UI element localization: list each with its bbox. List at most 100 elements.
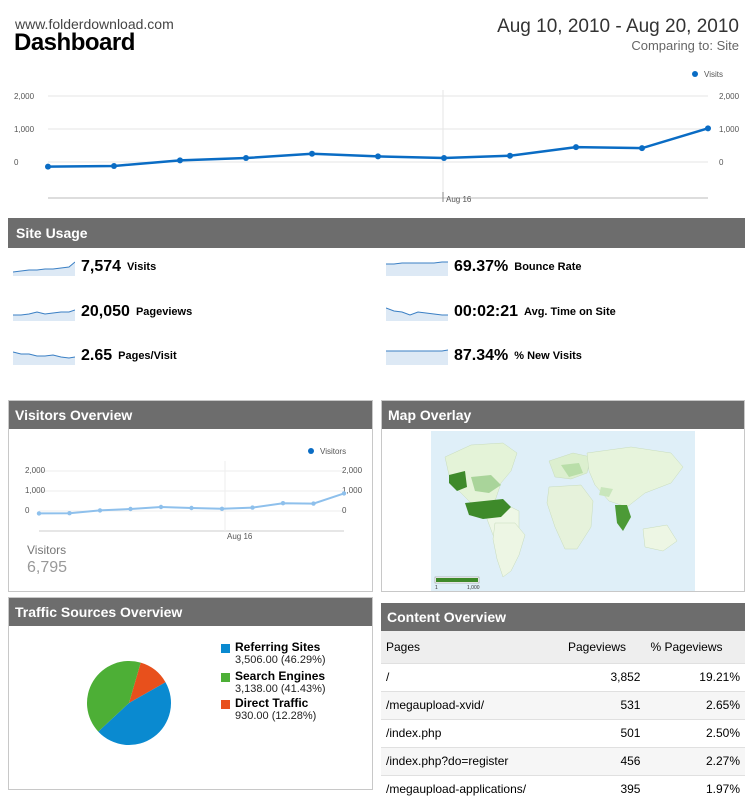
data-point[interactable] <box>311 501 316 506</box>
data-point[interactable] <box>309 150 315 157</box>
legend-referring-sites[interactable]: Referring Sites 3,506.00 (46.29%) <box>221 640 326 666</box>
metric-pages-visit[interactable]: 2.65 Pages/Visit <box>13 347 177 365</box>
legend-dot-icon <box>308 448 314 454</box>
metric-value: 2.65 <box>81 347 113 364</box>
middle-east-highlight <box>599 487 613 497</box>
data-point[interactable] <box>36 511 42 516</box>
y-tick-right-1000: 1,000 <box>719 125 740 134</box>
metric-label: Pageviews <box>135 306 193 318</box>
content-overview-title[interactable]: Content Overview <box>381 603 745 631</box>
table-row[interactable]: /megaupload-xvid/ 531 2.65% <box>381 690 745 719</box>
map-overlay-title[interactable]: Map Overlay <box>382 401 744 429</box>
data-point[interactable] <box>111 162 117 169</box>
data-point[interactable] <box>189 505 194 511</box>
visits-series[interactable] <box>45 125 711 170</box>
page-link[interactable]: /index.php?do=register <box>381 746 563 775</box>
sparkline-icon <box>386 261 448 276</box>
metric-visits[interactable]: 7,574 Visits <box>13 258 156 276</box>
metric-new-visits[interactable]: 87.34% % New Visits <box>386 347 582 365</box>
pie-slices[interactable] <box>87 661 171 745</box>
legend-name: Referring Sites <box>235 640 321 654</box>
visitors-total-label: Visitors <box>27 543 67 557</box>
world-map[interactable]: 1 1,000 <box>431 431 695 591</box>
y-tick-0: 0 <box>25 506 30 515</box>
pageviews-cell: 531 <box>563 690 646 719</box>
pie-slice[interactable] <box>98 682 171 745</box>
pct-cell: 2.50% <box>645 718 745 747</box>
metric-bounce-rate[interactable]: 69.37% Bounce Rate <box>386 258 582 276</box>
pageviews-cell: 3,852 <box>563 662 646 691</box>
table-row[interactable]: /index.php?do=register 456 2.27% <box>381 746 745 775</box>
data-point[interactable] <box>128 506 133 512</box>
table-header-row: Pages Pageviews % Pageviews <box>381 631 745 663</box>
date-range[interactable]: Aug 10, 2010 - Aug 20, 2010 <box>497 16 739 37</box>
metric-pageviews[interactable]: 20,050 Pageviews <box>13 303 192 321</box>
legend-visitors-label: Visitors <box>320 447 346 456</box>
metric-value: 69.37% <box>454 258 509 275</box>
legend-name: Search Engines <box>235 669 326 683</box>
y-tick-left-0: 0 <box>14 158 19 167</box>
data-point[interactable] <box>158 504 164 510</box>
data-point[interactable] <box>250 505 255 510</box>
y-tick-right-0: 0 <box>719 158 724 167</box>
metric-value: 00:02:21 <box>454 303 519 320</box>
data-point[interactable] <box>219 506 225 511</box>
data-point[interactable] <box>67 511 72 516</box>
data-point[interactable] <box>177 157 183 164</box>
usa-highlight <box>465 499 511 519</box>
data-point[interactable] <box>639 145 645 152</box>
legend-visits-label: Visits <box>704 70 723 79</box>
metric-label: Avg. Time on Site <box>524 306 616 318</box>
data-point[interactable] <box>45 163 51 170</box>
metric-value: 7,574 <box>81 258 122 275</box>
page-link[interactable]: /index.php <box>381 718 563 747</box>
data-point[interactable] <box>375 153 381 160</box>
pct-cell: 1.97% <box>645 774 745 803</box>
table-row[interactable]: /megaupload-applications/ 395 1.97% <box>381 774 745 803</box>
column-header-pageviews[interactable]: Pageviews <box>563 631 646 663</box>
column-header-pages[interactable]: Pages <box>381 631 563 663</box>
data-point[interactable] <box>280 501 286 506</box>
data-point[interactable] <box>341 491 347 496</box>
metric-avg-time[interactable]: 00:02:21 Avg. Time on Site <box>386 303 616 321</box>
site-url: www.folderdownload.com <box>15 16 174 32</box>
traffic-sources-title[interactable]: Traffic Sources Overview <box>9 598 372 626</box>
legend-search-engines[interactable]: Search Engines 3,138.00 (41.43%) <box>221 669 326 695</box>
column-header-pct-pageviews[interactable]: % Pageviews <box>645 631 745 663</box>
legend-dot-icon <box>692 71 698 77</box>
site-usage-header: Site Usage <box>8 218 745 248</box>
page-link[interactable]: /megaupload-applications/ <box>381 774 563 803</box>
pie-slice[interactable] <box>129 662 166 703</box>
legend-detail: 3,506.00 (46.29%) <box>235 654 326 666</box>
sparkline-icon <box>13 351 75 365</box>
content-overview-panel: Content Overview Pages Pageviews % Pagev… <box>381 603 745 803</box>
data-point[interactable] <box>507 152 513 159</box>
y-tick-right-2000: 2,000 <box>342 466 363 475</box>
data-point[interactable] <box>573 144 579 151</box>
legend-detail: 3,138.00 (41.43%) <box>235 683 326 695</box>
legend-direct-traffic[interactable]: Direct Traffic 930.00 (12.28%) <box>221 696 316 722</box>
data-point[interactable] <box>97 508 103 513</box>
page-title: Dashboard <box>14 29 135 56</box>
data-point[interactable] <box>705 125 711 132</box>
data-point[interactable] <box>243 155 249 162</box>
x-label-aug16: Aug 16 <box>446 195 472 204</box>
comparing-label: Comparing to: Site <box>631 38 739 53</box>
table-row[interactable]: /index.php 501 2.50% <box>381 718 745 747</box>
data-point[interactable] <box>441 155 447 162</box>
main-legend: Visits <box>692 70 723 79</box>
canada-highlight <box>471 475 501 493</box>
visitors-series[interactable] <box>36 491 347 516</box>
page-link[interactable]: / <box>381 662 563 691</box>
traffic-sources-panel: Traffic Sources Overview Referring Sites… <box>8 597 373 790</box>
table-row[interactable]: / 3,852 19.21% <box>381 662 745 691</box>
pie-slice[interactable] <box>87 661 141 732</box>
visitors-overview-title[interactable]: Visitors Overview <box>9 401 372 429</box>
visits-chart: Visits 2,000 1,000 0 2,000 1,000 0 Aug 1… <box>8 62 745 212</box>
africa-shape <box>546 484 594 550</box>
sparkline-icon <box>13 309 75 321</box>
page-link[interactable]: /megaupload-xvid/ <box>381 690 563 719</box>
map-scale-min: 1 <box>435 585 438 591</box>
pct-cell: 2.27% <box>645 746 745 775</box>
x-label-aug16: Aug 16 <box>227 532 253 541</box>
